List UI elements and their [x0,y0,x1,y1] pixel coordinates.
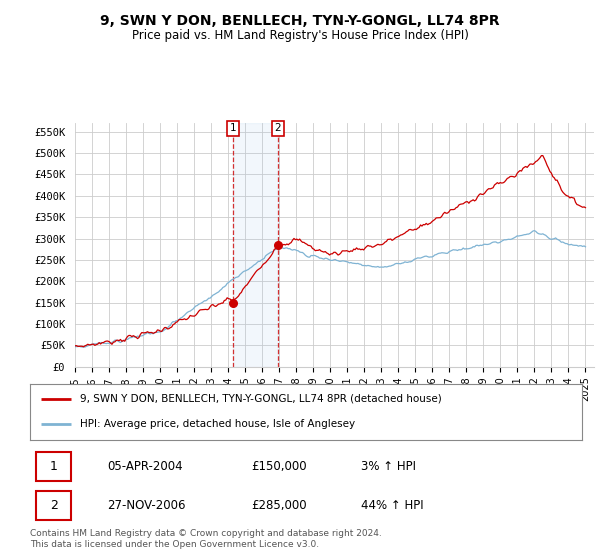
FancyBboxPatch shape [35,451,71,480]
Text: 2: 2 [50,499,58,512]
Text: HPI: Average price, detached house, Isle of Anglesey: HPI: Average price, detached house, Isle… [80,419,355,430]
Text: 3% ↑ HPI: 3% ↑ HPI [361,460,416,473]
Bar [233,123,278,367]
Text: Price paid vs. HM Land Registry's House Price Index (HPI): Price paid vs. HM Land Registry's House … [131,29,469,42]
Text: 2: 2 [275,123,281,133]
Text: 9, SWN Y DON, BENLLECH, TYN-Y-GONGL, LL74 8PR: 9, SWN Y DON, BENLLECH, TYN-Y-GONGL, LL7… [100,14,500,28]
Text: 05-APR-2004: 05-APR-2004 [107,460,183,473]
Text: £150,000: £150,000 [251,460,307,473]
Text: 1: 1 [229,123,236,133]
Text: £285,000: £285,000 [251,499,307,512]
Text: 27-NOV-2006: 27-NOV-2006 [107,499,186,512]
Text: Contains HM Land Registry data © Crown copyright and database right 2024.
This d: Contains HM Land Registry data © Crown c… [30,529,382,549]
Text: 44% ↑ HPI: 44% ↑ HPI [361,499,424,512]
FancyBboxPatch shape [35,491,71,520]
Text: 9, SWN Y DON, BENLLECH, TYN-Y-GONGL, LL74 8PR (detached house): 9, SWN Y DON, BENLLECH, TYN-Y-GONGL, LL7… [80,394,442,404]
Text: 1: 1 [50,460,58,473]
